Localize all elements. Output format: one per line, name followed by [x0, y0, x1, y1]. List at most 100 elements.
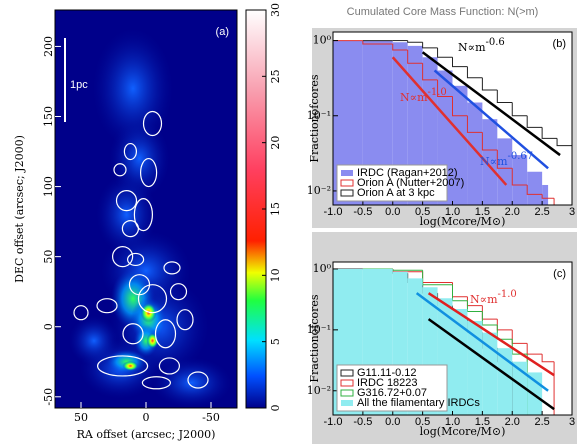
- annotation-exponent: -0.67: [508, 151, 534, 162]
- emission: [151, 357, 232, 408]
- area-step: [392, 42, 408, 205]
- area-step: [527, 171, 543, 205]
- line-step: [496, 150, 513, 169]
- line-step: [466, 300, 483, 313]
- fit-line: [427, 292, 555, 377]
- map-inner: [69, 28, 232, 408]
- colorbar-tick-label: 10: [269, 268, 282, 282]
- fit-line: [427, 318, 555, 411]
- annotation: N∝m-1.0: [470, 289, 517, 307]
- annotation: N∝m-0.6: [458, 37, 505, 55]
- area-step: [452, 308, 468, 415]
- legend-label: All the filamentary IRDCs: [357, 397, 480, 409]
- legend-label: G316.72+0.07: [357, 387, 427, 399]
- colorbar-tick-label: 0: [269, 405, 282, 412]
- legend-swatch: [340, 179, 354, 187]
- annotation: N∝m-1.0: [400, 87, 447, 105]
- legend-swatch: [341, 170, 353, 176]
- line-step: [481, 132, 498, 151]
- core: [96, 355, 149, 377]
- annotation-text: N∝m: [480, 155, 508, 168]
- x-tick-label: 1.5: [475, 206, 490, 218]
- area-step: [467, 320, 483, 415]
- line-step: [541, 127, 558, 139]
- emission: [93, 28, 173, 149]
- core: [154, 319, 177, 349]
- legend-label: IRDC 18223: [357, 377, 418, 389]
- core: [142, 110, 163, 137]
- core: [122, 323, 144, 345]
- colorbar-tick-label: 15: [269, 202, 282, 216]
- annotation-exponent: -1.0: [428, 87, 447, 98]
- annotation-text: N∝m: [458, 41, 486, 54]
- area-step: [542, 184, 549, 205]
- x-tick-label: 0.5: [415, 416, 430, 428]
- annotation-exponent: -1.0: [498, 289, 517, 300]
- core: [123, 142, 137, 161]
- fit-line: [415, 292, 549, 392]
- annotation-exponent: -0.6: [486, 37, 505, 48]
- core: [133, 198, 153, 232]
- y-tick-label: 10⁻¹: [307, 323, 331, 336]
- x-tick-label: 0.5: [415, 206, 430, 218]
- legend-swatch: [340, 379, 354, 387]
- colorbar-tick-label: 20: [269, 136, 282, 150]
- map: [55, 10, 237, 408]
- area-step: [482, 119, 498, 205]
- line-step: [496, 90, 513, 104]
- y-axis-label: DEC offset (arcsec; J2000): [13, 135, 26, 283]
- core: [137, 284, 168, 314]
- fit-line: [391, 56, 508, 186]
- x-tick-label: -0.5: [353, 416, 372, 428]
- y-tick-label: 10⁻²: [307, 184, 331, 197]
- x-axis-label: RA offset (arcsec; J2000): [77, 428, 216, 441]
- x-axis-label: log(Mcore/M⊙): [420, 215, 506, 228]
- line-step: [407, 40, 423, 43]
- legend-label: G11.11-0.12: [357, 367, 417, 379]
- core: [141, 376, 171, 390]
- y-tick-label: 100: [42, 176, 55, 197]
- chart-title: Cumulated Core Mass Function: N(>m): [347, 6, 539, 18]
- annotation-text: N∝m: [400, 91, 428, 104]
- core: [169, 283, 188, 301]
- x-tick-label: -0.5: [353, 206, 372, 218]
- area-step: [482, 332, 498, 415]
- core: [73, 305, 89, 321]
- line-step: [526, 184, 543, 195]
- core: [187, 371, 209, 389]
- area-step: [467, 102, 483, 205]
- line-step: [422, 42, 438, 49]
- area-step: [512, 361, 528, 415]
- emission: [134, 324, 158, 357]
- emission: [69, 315, 119, 366]
- line-step: [452, 96, 468, 117]
- line-step: [541, 354, 555, 363]
- annotation: N∝m-0.67: [480, 151, 533, 169]
- area-step: [497, 348, 513, 415]
- annotation-text: N∝m: [470, 293, 498, 306]
- panel-label: (c): [553, 268, 566, 280]
- y-tick-label: 10⁻¹: [307, 109, 331, 122]
- x-axis-label: log(Mcore/M⊙): [420, 425, 506, 438]
- y-tick-label: -50: [42, 388, 55, 406]
- colorbar-tick-label: 30: [269, 3, 282, 17]
- area-step: [497, 138, 513, 205]
- x-tick-label: 0.0: [385, 416, 400, 428]
- legend-box: [336, 164, 448, 202]
- line-step: [466, 115, 483, 133]
- x-tick-label: 2.5: [534, 416, 549, 428]
- colorbar-tick-label: 5: [269, 338, 282, 345]
- line-step: [407, 49, 423, 64]
- line-step: [466, 66, 483, 79]
- y-tick-label: 0: [42, 323, 55, 330]
- x-tick-label: 1.0: [445, 416, 460, 428]
- line-step: [437, 79, 453, 98]
- core: [96, 298, 118, 314]
- line-step: [511, 102, 528, 117]
- core: [158, 357, 180, 375]
- legend-label: IRDC (Ragan+2012): [357, 167, 458, 179]
- x-tick-label: 1.5: [475, 416, 490, 428]
- legend-swatch: [340, 389, 354, 397]
- line-step: [481, 77, 498, 91]
- line-step: [422, 63, 438, 81]
